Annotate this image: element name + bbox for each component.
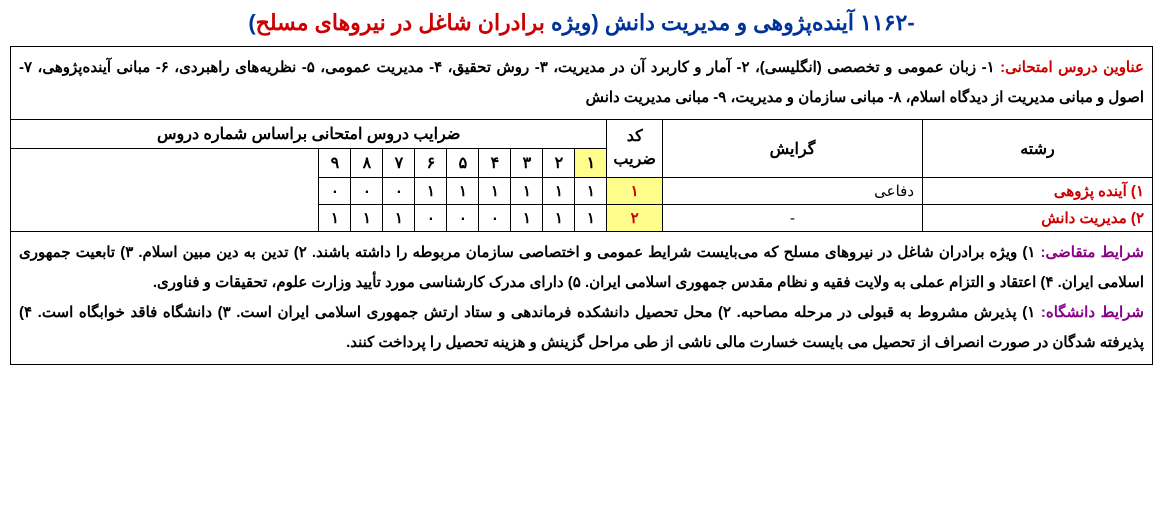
coef-cell: ۱ [575,178,607,205]
coef-header-8: ۸ [351,149,383,178]
coef-header-9: ۹ [319,149,351,178]
title-main: آینده‌پژوهی و مدیریت دانش (ویژه [545,10,860,35]
title-code: -۱۱۶۲ [860,10,915,35]
header-field: رشته [923,120,1153,178]
title-end: ) [248,10,255,35]
coef-header-4: ۴ [479,149,511,178]
coef-header-7: ۷ [383,149,415,178]
coef-cell: ۱ [319,205,351,232]
coef-header-6: ۶ [415,149,447,178]
table-row: ۱) آینده پژوهی دفاعی ۱ ۱ ۱ ۱ ۱ ۱ ۱ ۰ ۰ ۰ [11,178,1153,205]
main-table: عناوین دروس امتحانی: ۱- زبان عمومی و تخص… [10,46,1153,365]
coef-header-2: ۲ [543,149,575,178]
row-orientation: - [663,205,923,232]
exam-subjects-label: عناوین دروس امتحانی: [995,59,1144,76]
header-orientation: گرایش [663,120,923,178]
coef-cell: ۱ [543,205,575,232]
coef-header-1: ۱ [575,149,607,178]
coef-cell: ۱ [351,205,383,232]
coef-cell: ۱ [511,205,543,232]
conditions-university-label: شرایط دانشگاه: [1035,304,1144,321]
header-code: کد ضریب [607,120,663,178]
row-name: ۱) آینده پژوهی [923,178,1153,205]
coef-cell: ۰ [479,205,511,232]
coef-header-5: ۵ [447,149,479,178]
title-highlight2: شاغل در نیروهای مسلح [256,10,472,35]
coef-cell: ۰ [319,178,351,205]
conditions-cell: شرایط متقاضی: ۱) ویژه برادران شاغل در نی… [11,232,1153,365]
coef-cell: ۱ [383,205,415,232]
row-name: ۲) مدیریت دانش [923,205,1153,232]
exam-subjects-text: ۱- زبان عمومی و تخصصی (انگلیسی)، ۲- آمار… [19,59,1144,106]
title-highlight1: برادران [478,10,545,35]
coef-cell: ۱ [543,178,575,205]
coef-cell: ۰ [415,205,447,232]
row-code: ۱ [607,178,663,205]
coef-cell: ۱ [447,178,479,205]
conditions-applicant-label: شرایط متقاضی: [1035,244,1144,261]
row-code: ۲ [607,205,663,232]
coef-cell: ۱ [575,205,607,232]
coef-cell: ۱ [479,178,511,205]
header-coefficients: ضرایب دروس امتحانی براساس شماره دروس [11,120,607,149]
exam-subjects-cell: عناوین دروس امتحانی: ۱- زبان عمومی و تخص… [11,47,1153,120]
coef-cell: ۰ [383,178,415,205]
coef-cell: ۱ [415,178,447,205]
coef-cell: ۰ [447,205,479,232]
page-title: -۱۱۶۲ آینده‌پژوهی و مدیریت دانش (ویژه بر… [10,10,1153,36]
conditions-university-text: ۱) پذیرش مشروط به قبولی در مرحله مصاحبه.… [19,304,1144,351]
row-orientation: دفاعی [663,178,923,205]
coef-cell: ۱ [511,178,543,205]
table-row: ۲) مدیریت دانش - ۲ ۱ ۱ ۱ ۰ ۰ ۰ ۱ ۱ ۱ [11,205,1153,232]
coef-header-3: ۳ [511,149,543,178]
coef-cell: ۰ [351,178,383,205]
conditions-applicant-text: ۱) ویژه برادران شاغل در نیروهای مسلح که … [19,244,1144,291]
